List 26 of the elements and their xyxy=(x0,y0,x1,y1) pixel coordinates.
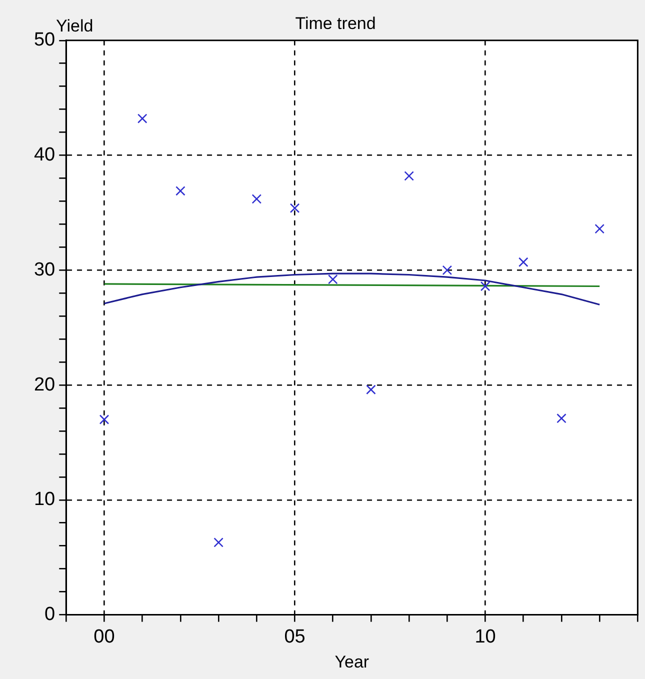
point xyxy=(442,265,452,276)
x-tick-label: 00 xyxy=(94,626,115,648)
x-tick-label: 10 xyxy=(474,626,496,648)
point xyxy=(137,114,148,124)
point xyxy=(366,384,376,395)
point xyxy=(99,414,110,424)
y-tick-label: 50 xyxy=(34,30,56,51)
point xyxy=(214,538,224,548)
y-tick-label: 10 xyxy=(34,489,56,510)
point xyxy=(290,203,300,214)
point xyxy=(480,281,490,292)
point xyxy=(252,194,262,204)
point xyxy=(328,274,338,284)
y-tick-label: 0 xyxy=(44,604,56,626)
y-tick-label: 20 xyxy=(34,374,56,396)
x-axis-title: Year xyxy=(334,652,370,672)
y-axis-title: Yield xyxy=(56,16,94,36)
y-tick-label: 40 xyxy=(34,144,56,166)
x-tick-label: 05 xyxy=(284,626,306,648)
point xyxy=(518,257,528,268)
point xyxy=(594,224,604,234)
point xyxy=(176,186,186,196)
point xyxy=(404,171,414,181)
y-tick-label: 30 xyxy=(34,259,56,280)
point xyxy=(556,413,566,424)
chart-title: Time trend xyxy=(295,14,376,33)
